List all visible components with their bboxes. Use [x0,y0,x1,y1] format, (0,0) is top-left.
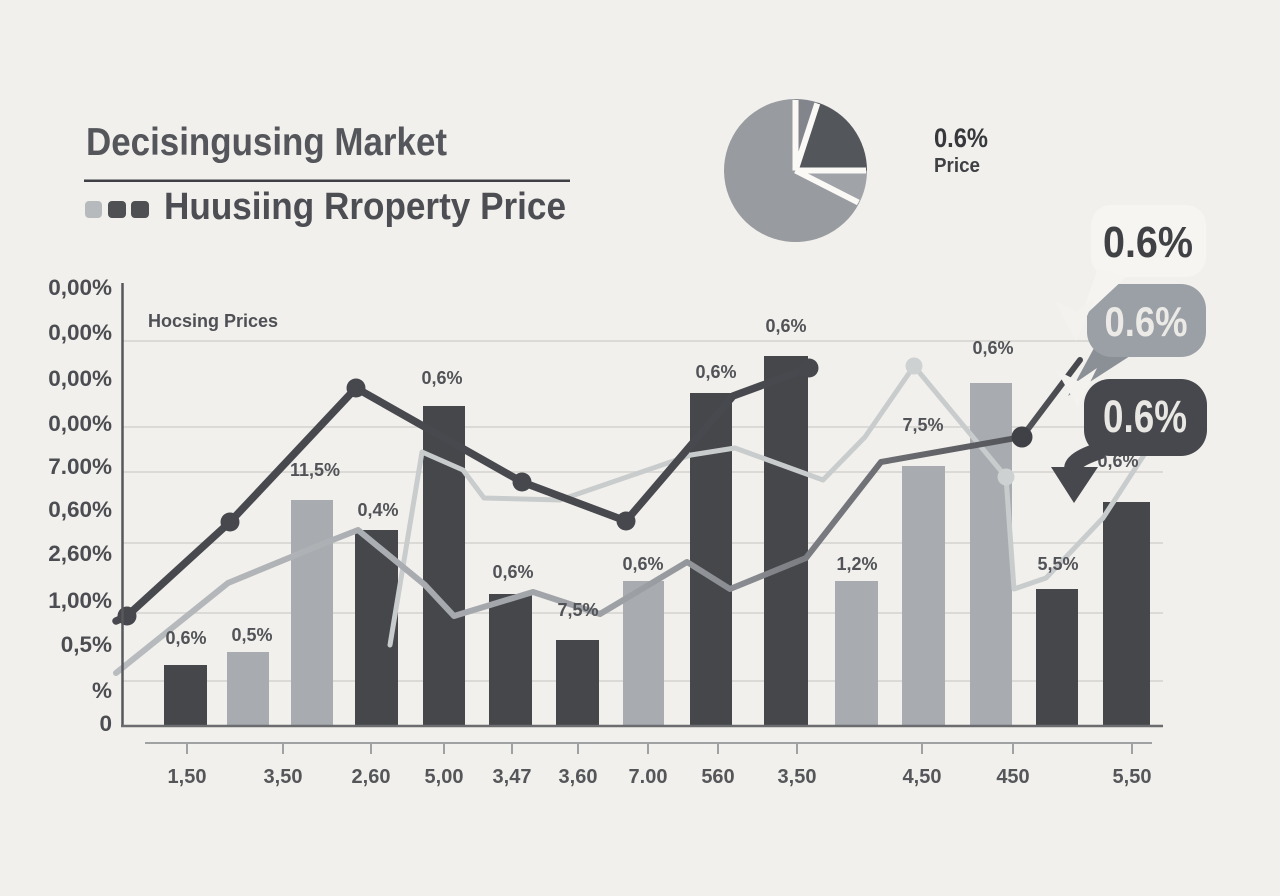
svg-text:0.6%: 0.6% [1103,391,1187,442]
svg-text:1,00%: 1,00% [48,588,112,613]
svg-text:5,50: 5,50 [1113,766,1152,788]
svg-text:4,50: 4,50 [903,766,942,788]
svg-text:3,47: 3,47 [493,766,532,788]
svg-text:Decisingusing Market: Decisingusing Market [86,121,447,164]
svg-text:0: 0 [99,711,112,736]
svg-text:3,60: 3,60 [559,766,598,788]
svg-text:0,5%: 0,5% [231,625,272,645]
svg-text:Huusiing Rroperty Price: Huusiing Rroperty Price [164,186,566,228]
svg-text:0,00%: 0,00% [48,366,112,391]
svg-text:0.6%: 0.6% [934,123,988,153]
svg-text:0.6%: 0.6% [1103,218,1193,267]
svg-text:7,5%: 7,5% [557,600,598,620]
svg-text:5,5%: 5,5% [1037,554,1078,574]
svg-text:450: 450 [996,766,1029,788]
svg-text:Hocsing Prices: Hocsing Prices [148,311,278,331]
svg-text:0,6%: 0,6% [622,554,663,574]
svg-text:0,60%: 0,60% [48,497,112,522]
svg-text:3,50: 3,50 [778,766,817,788]
svg-text:3,50: 3,50 [264,766,303,788]
svg-text:1,50: 1,50 [168,766,207,788]
svg-text:2,60: 2,60 [352,766,391,788]
svg-text:0,5%: 0,5% [61,632,112,657]
svg-text:11,5%: 11,5% [290,460,340,480]
svg-text:0,4%: 0,4% [357,500,398,520]
svg-text:0,6%: 0,6% [765,316,806,336]
svg-text:560: 560 [701,766,734,788]
svg-text:0.6%: 0.6% [1105,298,1188,345]
svg-text:0,6%: 0,6% [695,362,736,382]
svg-text:%: % [92,678,112,703]
svg-text:5,00: 5,00 [425,766,464,788]
svg-text:7.00%: 7.00% [48,454,112,479]
svg-text:7.00: 7.00 [629,766,668,788]
svg-text:0,00%: 0,00% [48,275,112,300]
svg-text:2,60%: 2,60% [48,541,112,566]
svg-text:1,2%: 1,2% [836,554,877,574]
svg-text:0,00%: 0,00% [48,320,112,345]
svg-text:7,5%: 7,5% [902,415,943,435]
svg-text:Price: Price [934,155,980,177]
svg-text:0,6%: 0,6% [492,562,533,582]
svg-text:0,6%: 0,6% [165,628,206,648]
svg-text:0,6%: 0,6% [972,338,1013,358]
svg-text:0,00%: 0,00% [48,411,112,436]
svg-text:0,6%: 0,6% [421,368,462,388]
